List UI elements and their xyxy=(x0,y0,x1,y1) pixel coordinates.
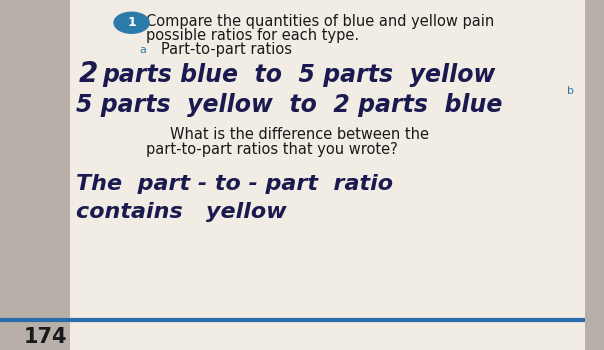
FancyBboxPatch shape xyxy=(0,0,70,350)
FancyBboxPatch shape xyxy=(70,0,585,350)
Circle shape xyxy=(114,12,149,33)
Text: Compare the quantities of blue and yellow pain: Compare the quantities of blue and yello… xyxy=(146,14,495,29)
Text: 1: 1 xyxy=(127,16,136,29)
Text: Part-to-part ratios: Part-to-part ratios xyxy=(161,42,292,57)
Text: What is the difference between the: What is the difference between the xyxy=(170,127,429,142)
Text: part-to-part ratios that you wrote?: part-to-part ratios that you wrote? xyxy=(146,142,398,157)
Text: parts blue  to  5 parts  yellow: parts blue to 5 parts yellow xyxy=(102,63,496,87)
Text: contains   yellow: contains yellow xyxy=(76,202,287,222)
Text: 2: 2 xyxy=(79,60,98,88)
Text: possible ratios for each type.: possible ratios for each type. xyxy=(146,28,359,43)
Text: 174: 174 xyxy=(24,327,67,347)
Text: The  part - to - part  ratio: The part - to - part ratio xyxy=(76,174,393,194)
Text: 5 parts  yellow  to  2 parts  blue: 5 parts yellow to 2 parts blue xyxy=(76,93,503,117)
Circle shape xyxy=(556,83,584,99)
Text: b: b xyxy=(567,86,574,96)
Text: a: a xyxy=(140,45,147,55)
